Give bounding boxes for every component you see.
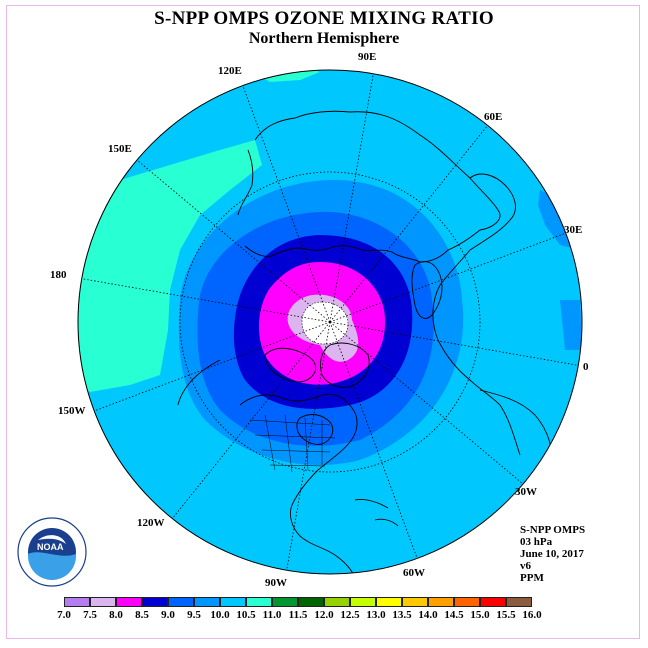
info-date: June 10, 2017 xyxy=(520,548,584,560)
colorbar-swatch xyxy=(272,597,298,607)
noaa-logo: NOAA xyxy=(17,517,87,587)
colorbar-label: 8.0 xyxy=(109,609,123,621)
colorbar-swatch xyxy=(428,597,454,607)
colorbar-labels: 7.0 7.5 8.0 8.5 9.0 9.5 10.0 10.5 11.0 11.5 12.0 12… xyxy=(0,609,648,623)
colorbar-swatch xyxy=(402,597,428,607)
colorbar-swatch xyxy=(142,597,168,607)
colorbar-swatch xyxy=(116,597,142,607)
coast-canada-arctic xyxy=(264,347,317,383)
colorbar-swatch xyxy=(506,597,532,607)
colorbar-label: 11.5 xyxy=(288,609,308,621)
colorbar-label: 12.5 xyxy=(340,609,360,621)
coast-scandinavia xyxy=(411,261,443,319)
label-180: 180 xyxy=(50,269,67,281)
meridian-120W xyxy=(171,321,331,520)
us-state-lines xyxy=(249,414,336,473)
meridian-90W xyxy=(285,321,331,574)
colorbar-label: 14.0 xyxy=(418,609,438,621)
map-boundary xyxy=(77,69,583,575)
label-0: 0 xyxy=(583,361,589,373)
colorbar-label: 10.0 xyxy=(210,609,230,621)
label-120E: 120E xyxy=(218,65,242,77)
map-title: S-NPP OMPS OZONE MIXING RATIO xyxy=(154,8,494,29)
colorbar-swatch xyxy=(324,597,350,607)
noaa-logo-text: NOAA xyxy=(37,542,64,552)
colorbar-label: 13.0 xyxy=(366,609,386,621)
colorbar-swatch xyxy=(168,597,194,607)
colorbar-swatch xyxy=(454,597,480,607)
map-subtitle: Northern Hemisphere xyxy=(248,30,400,47)
label-60E: 60E xyxy=(484,111,502,123)
field-no-data-cap xyxy=(301,301,349,345)
colorbar-swatch xyxy=(480,597,506,607)
coast-caribbean xyxy=(354,499,399,527)
ozone-field xyxy=(78,70,582,574)
colorbar-swatch xyxy=(298,597,324,607)
colorbar-label: 10.5 xyxy=(236,609,256,621)
field-10-5-region xyxy=(78,140,262,392)
meridian-90E xyxy=(329,70,375,323)
meridian-labels: 120E 90E 60E 30E 0 30W 60W 90W 120W 150W… xyxy=(50,51,589,589)
colorbar xyxy=(64,597,532,607)
info-level: 03 hPa xyxy=(520,536,553,548)
colorbar-label: 16.0 xyxy=(522,609,542,621)
label-60W: 60W xyxy=(403,567,425,579)
colorbar-swatch xyxy=(246,597,272,607)
colorbar-label: 12.0 xyxy=(314,609,334,621)
label-30W: 30W xyxy=(515,486,537,498)
coast-alaska xyxy=(177,359,221,406)
colorbar-label: 15.0 xyxy=(470,609,490,621)
info-units: PPM xyxy=(520,572,544,584)
label-90W: 90W xyxy=(265,577,287,589)
product-info: S-NPP OMPS 03 hPa June 10, 2017 v6 PPM xyxy=(520,524,585,584)
colorbar-swatch xyxy=(376,597,402,607)
info-version: v6 xyxy=(520,560,531,572)
coast-siberia xyxy=(244,110,501,263)
colorbar-label: 13.5 xyxy=(392,609,412,621)
colorbar-swatch xyxy=(350,597,376,607)
colorbar-label: 11.0 xyxy=(262,609,282,621)
label-90E: 90E xyxy=(358,51,376,63)
colorbar-swatch xyxy=(194,597,220,607)
coast-greenland xyxy=(319,342,370,388)
colorbar-swatch xyxy=(220,597,246,607)
label-30E: 30E xyxy=(564,224,582,236)
meridian-30E xyxy=(329,232,567,323)
coast-europe xyxy=(432,173,521,456)
colorbar-swatch xyxy=(90,597,116,607)
colorbar-label: 14.5 xyxy=(444,609,464,621)
colorbar-label: 7.0 xyxy=(57,609,71,621)
meridian-0 xyxy=(329,321,582,367)
label-150E: 150E xyxy=(108,143,132,155)
meridian-150W xyxy=(93,321,331,412)
coast-kamchatka xyxy=(237,149,254,216)
label-120W: 120W xyxy=(137,517,165,529)
meridian-180 xyxy=(78,277,331,323)
colorbar-label: 15.5 xyxy=(496,609,516,621)
colorbar-label: 9.0 xyxy=(161,609,175,621)
latitude-circle-60 xyxy=(179,171,481,473)
info-instrument: S-NPP OMPS xyxy=(520,524,586,536)
colorbar-label: 8.5 xyxy=(135,609,149,621)
graticule xyxy=(78,70,582,574)
colorbar-swatch xyxy=(64,597,90,607)
field-9-5-right xyxy=(560,300,582,350)
meridian-60E xyxy=(329,124,489,323)
colorbar-label: 9.5 xyxy=(187,609,201,621)
colorbar-label: 7.5 xyxy=(83,609,97,621)
figure-frame xyxy=(6,5,640,639)
coast-north-america xyxy=(239,393,358,574)
label-150W: 150W xyxy=(58,405,86,417)
